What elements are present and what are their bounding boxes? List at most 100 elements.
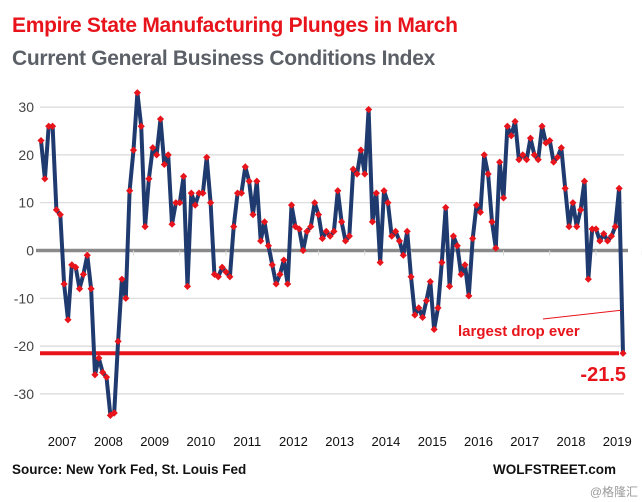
data-point bbox=[577, 206, 585, 214]
data-point bbox=[291, 223, 299, 231]
data-point bbox=[214, 273, 222, 281]
data-point bbox=[600, 230, 608, 238]
data-point bbox=[415, 304, 423, 312]
data-point bbox=[573, 223, 581, 231]
data-point bbox=[303, 227, 311, 235]
data-point bbox=[64, 316, 72, 324]
x-tick-label: 2010 bbox=[186, 434, 215, 449]
x-tick-label: 2009 bbox=[140, 434, 169, 449]
data-point bbox=[476, 208, 484, 216]
data-point bbox=[353, 170, 361, 178]
data-point bbox=[172, 199, 180, 207]
data-point bbox=[249, 211, 257, 219]
data-point bbox=[499, 194, 508, 202]
data-point bbox=[534, 156, 542, 164]
data-point bbox=[334, 187, 342, 195]
data-point bbox=[619, 349, 627, 357]
data-point bbox=[253, 177, 261, 185]
data-point bbox=[580, 177, 589, 185]
data-point bbox=[72, 263, 80, 271]
data-point bbox=[526, 134, 535, 142]
data-point bbox=[422, 297, 431, 305]
data-point bbox=[241, 163, 249, 171]
data-point bbox=[511, 117, 519, 126]
data-point bbox=[168, 220, 176, 228]
data-point bbox=[569, 199, 577, 207]
data-point bbox=[264, 242, 273, 250]
y-axis-ticks: 30 20 10 0 -10 -20 -30 bbox=[14, 99, 34, 402]
data-point bbox=[68, 261, 76, 269]
data-point bbox=[284, 280, 292, 288]
x-tick-label: 2012 bbox=[279, 434, 308, 449]
data-point bbox=[492, 244, 500, 252]
data-point bbox=[407, 273, 415, 281]
series-group bbox=[37, 89, 627, 420]
data-point bbox=[260, 218, 269, 226]
x-tick-label: 2018 bbox=[557, 434, 586, 449]
data-point bbox=[484, 170, 492, 178]
data-point bbox=[183, 282, 192, 290]
data-point bbox=[314, 211, 323, 219]
data-point bbox=[210, 270, 219, 278]
data-point bbox=[603, 237, 612, 245]
data-point bbox=[122, 294, 130, 302]
x-tick-label: 2017 bbox=[510, 434, 539, 449]
data-point bbox=[79, 270, 87, 278]
data-point bbox=[538, 122, 546, 130]
data-point bbox=[153, 151, 161, 159]
data-point bbox=[311, 199, 319, 207]
data-point bbox=[164, 151, 172, 159]
data-point bbox=[523, 156, 531, 164]
data-point bbox=[233, 189, 242, 197]
data-point bbox=[384, 199, 392, 207]
data-point bbox=[191, 201, 199, 209]
data-point bbox=[399, 251, 407, 259]
data-point bbox=[280, 256, 288, 264]
data-point bbox=[133, 89, 141, 97]
data-point bbox=[465, 292, 473, 300]
data-point bbox=[411, 311, 419, 319]
data-point bbox=[376, 258, 384, 267]
data-point bbox=[496, 158, 504, 166]
data-point bbox=[95, 354, 103, 362]
data-point bbox=[488, 218, 496, 226]
data-point bbox=[546, 136, 554, 145]
data-point bbox=[372, 189, 380, 197]
data-point bbox=[349, 165, 357, 173]
x-tick-label: 2011 bbox=[233, 434, 261, 449]
y-tick-label: 10 bbox=[18, 195, 34, 211]
data-point bbox=[195, 189, 203, 197]
annotation-last-value: -21.5 bbox=[580, 364, 626, 386]
data-point bbox=[299, 246, 307, 255]
x-tick-label: 2016 bbox=[464, 434, 493, 449]
data-point bbox=[91, 371, 99, 379]
data-point bbox=[110, 409, 118, 417]
data-point bbox=[160, 160, 168, 169]
data-point bbox=[226, 273, 234, 281]
data-point bbox=[519, 151, 527, 159]
data-point bbox=[326, 232, 334, 240]
data-point bbox=[206, 199, 215, 207]
data-point bbox=[445, 282, 454, 290]
data-point bbox=[257, 237, 265, 245]
data-point bbox=[357, 146, 365, 154]
data-point bbox=[322, 227, 330, 235]
data-point bbox=[245, 177, 253, 185]
data-point bbox=[287, 201, 296, 209]
data-point bbox=[102, 373, 111, 381]
y-tick-label: 0 bbox=[26, 243, 34, 259]
data-point bbox=[453, 242, 461, 250]
y-tick-label: -10 bbox=[14, 290, 34, 306]
y-tick-label: -30 bbox=[14, 386, 34, 402]
data-point bbox=[461, 261, 469, 269]
data-point bbox=[391, 227, 400, 235]
data-point bbox=[472, 201, 481, 209]
data-point bbox=[145, 175, 153, 183]
data-point bbox=[56, 211, 64, 219]
data-point bbox=[52, 206, 61, 214]
data-point bbox=[341, 237, 350, 245]
data-point bbox=[565, 223, 573, 231]
data-point bbox=[557, 144, 565, 152]
data-point bbox=[318, 234, 326, 243]
